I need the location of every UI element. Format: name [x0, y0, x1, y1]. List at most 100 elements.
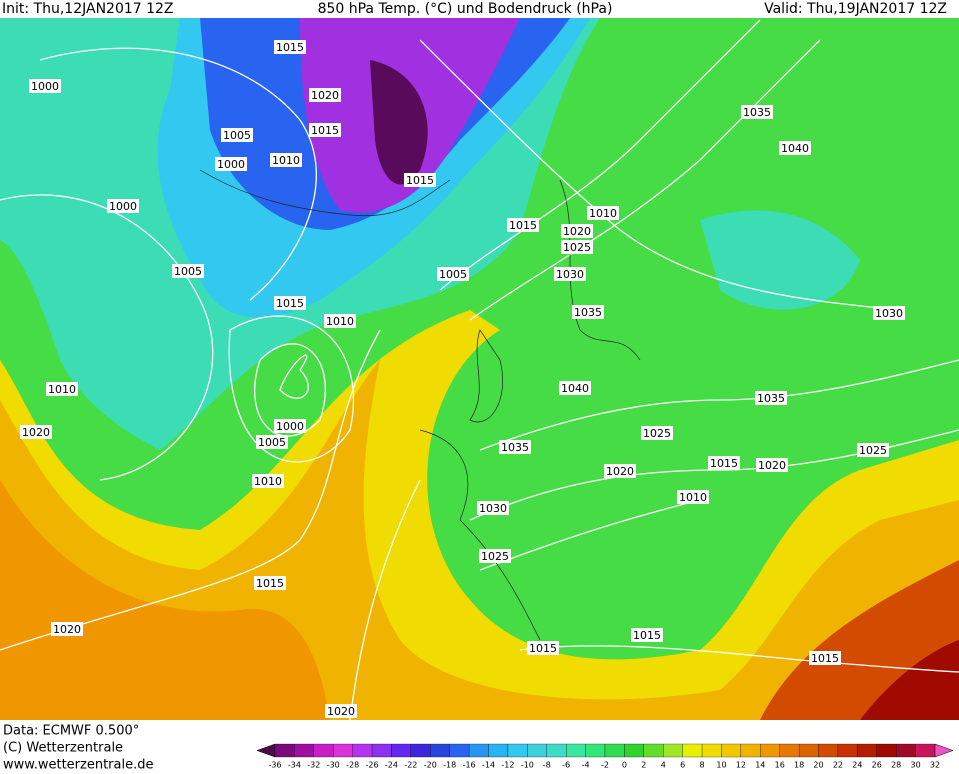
isobar-label-box — [479, 549, 511, 563]
colorbar-swatch — [798, 743, 819, 758]
isobar-label: 1005 — [174, 265, 202, 278]
isobar-label-box — [20, 425, 52, 439]
isobar-label: 1035 — [757, 392, 785, 405]
colorbar-label: -14 — [482, 761, 495, 770]
colorbar-label: 0 — [622, 761, 627, 770]
isobar-label: 1015 — [710, 457, 738, 470]
colorbar-swatch — [468, 743, 489, 758]
colorbar-swatch — [876, 743, 897, 758]
isobar-label-box — [274, 40, 306, 54]
cold-core — [370, 60, 428, 185]
isobar-label-box — [604, 464, 636, 478]
colorbar-label: 24 — [852, 761, 862, 770]
isobar-label-box — [554, 267, 586, 281]
isobar-label-box — [274, 296, 306, 310]
colorbar-label: -8 — [543, 761, 551, 770]
isobar-label: 1035 — [574, 306, 602, 319]
valid-time: Valid: Thu,19JAN2017 12Z — [764, 1, 947, 17]
website: www.wetterzentrale.de — [3, 758, 153, 771]
isobar — [349, 479, 421, 721]
colorbar-swatch — [721, 743, 742, 758]
isobar-label-box — [708, 456, 740, 470]
isobar-label: 1010 — [48, 383, 76, 396]
colorbar-swatch — [663, 743, 683, 758]
isobar-label-box — [756, 458, 788, 472]
colorbar-label: -10 — [521, 761, 534, 770]
data-source: Data: ECMWF 0.500° — [3, 724, 139, 739]
isobar-label-box — [274, 419, 306, 433]
isobar — [419, 39, 901, 311]
isobar — [439, 19, 761, 291]
isobar-label: 1020 — [606, 465, 634, 478]
coastline — [469, 329, 503, 423]
isobar-label-box — [561, 224, 593, 238]
isobar-label-box — [641, 426, 673, 440]
isobar-label-box — [857, 443, 889, 457]
isobar-label: 1020 — [758, 459, 786, 472]
isobar-label: 1015 — [276, 297, 304, 310]
colorbar-swatch — [915, 743, 936, 758]
isobar-label: 1035 — [501, 441, 529, 454]
isobar-label-box — [437, 267, 469, 281]
isobar-label-box — [561, 240, 593, 254]
isobar-label-box — [741, 105, 773, 119]
isobar-label-box — [324, 314, 356, 328]
colorbar-label: -16 — [463, 761, 476, 770]
isobar-label-box — [29, 79, 61, 93]
isobar-label: 1025 — [859, 444, 887, 457]
colorbar-label: 26 — [872, 761, 882, 770]
isobar-label-box — [254, 576, 286, 590]
coastline — [559, 179, 641, 361]
colorbar-label: -32 — [307, 761, 320, 770]
colorbar-swatch — [527, 743, 547, 758]
colorbar-swatch — [488, 743, 509, 758]
colorbar-label: -4 — [582, 761, 590, 770]
isobar-label-box — [507, 218, 539, 232]
isobar-label-box — [587, 206, 619, 220]
colorbar-swatch — [566, 743, 586, 758]
isobar-label-box — [252, 474, 284, 488]
isobar-label: 1030 — [479, 502, 507, 515]
colorbar-label: 10 — [716, 761, 726, 770]
isobar — [519, 645, 959, 673]
colorbar-swatch — [313, 743, 334, 758]
isobar-label-box — [572, 305, 604, 319]
isobar-label: 1015 — [311, 124, 339, 137]
colorbar-swatch — [410, 743, 431, 758]
isobar-label: 1015 — [529, 642, 557, 655]
coastline — [199, 169, 451, 217]
map-title: 850 hPa Temp. (°C) und Bodendruck (hPa) — [318, 1, 613, 17]
colorbar-swatch — [391, 743, 412, 758]
colorbar-swatch — [546, 743, 567, 758]
colorbar-swatch — [604, 743, 625, 758]
colorbar-swatch — [624, 743, 644, 758]
isobar-label: 1015 — [276, 41, 304, 54]
isobar-label-box — [325, 704, 357, 718]
init-time: Init: Thu,12JAN2017 12Z — [2, 1, 174, 17]
coastlines — [199, 169, 641, 641]
isobar-label-box — [215, 157, 247, 171]
colorbar-label: -2 — [601, 761, 609, 770]
isobar-label-box — [51, 622, 83, 636]
colorbar-label: 8 — [700, 761, 705, 770]
isobar — [254, 343, 326, 437]
deep-orange-west — [0, 480, 330, 720]
isobar-label: 1010 — [589, 207, 617, 220]
isobar-label-box — [256, 435, 288, 449]
isobar-label-box — [221, 128, 253, 142]
colorbar-label: -18 — [443, 761, 456, 770]
isobar-label: 1040 — [781, 142, 809, 155]
isobar-label-box — [107, 199, 139, 213]
isobar-label: 1000 — [31, 80, 59, 93]
colorbar-swatch — [701, 743, 722, 758]
colorbar-swatch — [857, 743, 877, 758]
isobar-label-box — [559, 381, 591, 395]
isobar-label-box — [809, 651, 841, 665]
isobar-label: 1000 — [217, 158, 245, 171]
isobar-label-box — [499, 440, 531, 454]
isobar-label-box — [631, 628, 663, 642]
colorbar-label: -34 — [288, 761, 301, 770]
isobar-label: 1020 — [563, 225, 591, 238]
isobar-label: 1015 — [811, 652, 839, 665]
colorbar-swatch — [274, 743, 295, 758]
